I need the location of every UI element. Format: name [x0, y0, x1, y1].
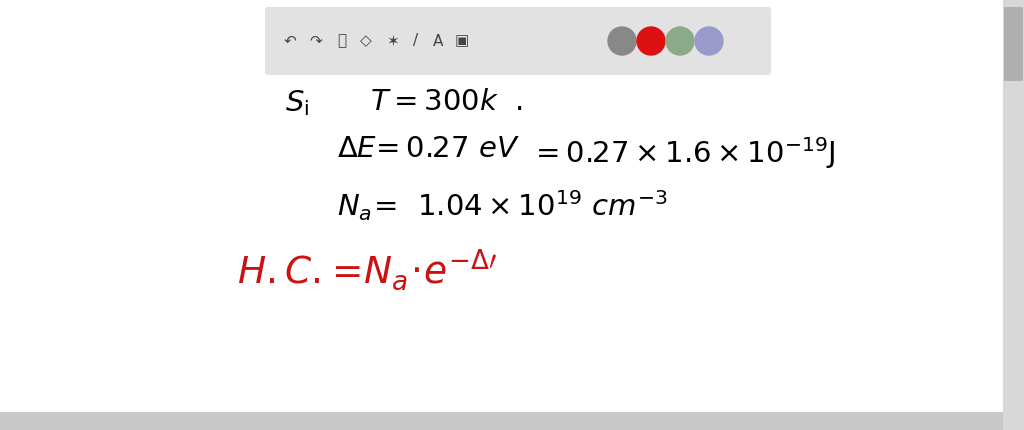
- Text: ◇: ◇: [360, 34, 372, 49]
- Text: /: /: [414, 34, 419, 49]
- Circle shape: [695, 27, 723, 55]
- Circle shape: [666, 27, 694, 55]
- Text: $H.C.\!=\!N_a\!\cdot\!e^{-\Delta\prime}$: $H.C.\!=\!N_a\!\cdot\!e^{-\Delta\prime}$: [237, 248, 497, 293]
- Text: ▣: ▣: [455, 34, 469, 49]
- Circle shape: [608, 27, 636, 55]
- FancyBboxPatch shape: [0, 412, 1004, 430]
- FancyBboxPatch shape: [265, 7, 771, 75]
- Text: A: A: [433, 34, 443, 49]
- FancyBboxPatch shape: [1002, 0, 1024, 430]
- Text: $N_a\!=\!\ \ 1.04\times10^{19}\ cm^{-3}$: $N_a\!=\!\ \ 1.04\times10^{19}\ cm^{-3}$: [337, 188, 668, 223]
- Text: ↷: ↷: [309, 34, 323, 49]
- Text: $\Delta\mathit{E}$: $\Delta\mathit{E}$: [337, 135, 377, 163]
- Text: $\mathit{S}_{\mathrm{i}}$: $\mathit{S}_{\mathrm{i}}$: [285, 88, 309, 118]
- Text: ⤳: ⤳: [338, 34, 346, 49]
- Text: ✶: ✶: [387, 34, 399, 49]
- Text: $= 0.27\times1.6\times10^{-19}\mathrm{J}$: $= 0.27\times1.6\times10^{-19}\mathrm{J}…: [530, 135, 836, 171]
- Text: ↶: ↶: [284, 34, 296, 49]
- Circle shape: [637, 27, 665, 55]
- Text: $= 0.27\ eV$: $= 0.27\ eV$: [370, 135, 520, 163]
- FancyBboxPatch shape: [0, 23, 1024, 430]
- FancyBboxPatch shape: [1004, 7, 1023, 81]
- Text: $\mathit{T}=300k$  .: $\mathit{T}=300k$ .: [370, 88, 522, 116]
